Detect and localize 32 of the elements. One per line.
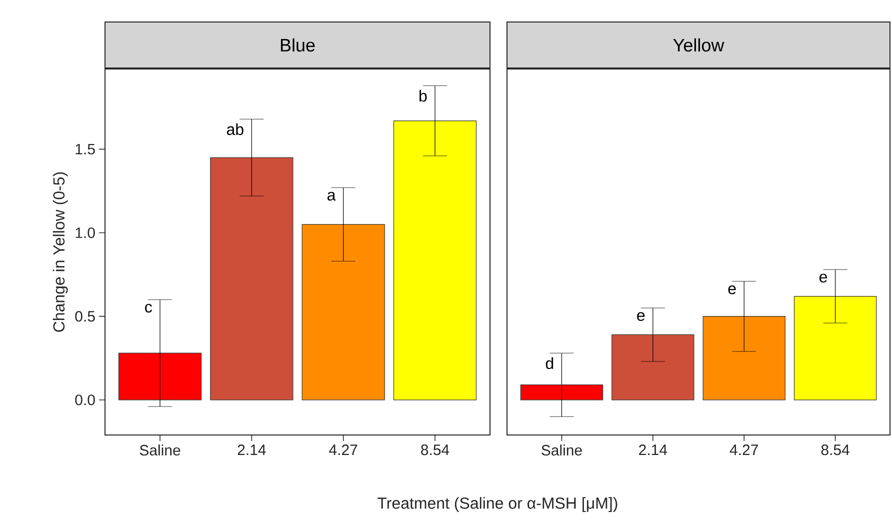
x-tick-label: 2.14 [238, 444, 266, 455]
annotation: e [819, 274, 827, 282]
y-axis-title: Change in Yellow (0-5) [52, 172, 68, 332]
annotation: e [637, 312, 645, 321]
y-tick-label: 1.5 [76, 144, 95, 154]
y-tick-label: 1.0 [76, 227, 95, 238]
bar [612, 334, 694, 400]
bar [302, 224, 385, 400]
x-tick-label: Saline [542, 444, 582, 456]
x-axis-title: Treatment (Saline or α-MSH [μM]) [378, 497, 618, 512]
bar [520, 384, 604, 400]
annotation: d [546, 357, 554, 370]
x-tick-label: 8.54 [821, 444, 850, 456]
y-tick-label: 0.5 [75, 311, 95, 322]
annotation: a [327, 192, 336, 201]
bar [210, 157, 294, 400]
x-tick-label: 4.27 [730, 444, 758, 455]
x-tick-label: 2.14 [639, 444, 668, 455]
bar [794, 296, 877, 400]
annotation: b [420, 90, 427, 102]
bar [118, 352, 202, 400]
annotation: e [728, 285, 736, 294]
x-tick-label: Saline [140, 444, 180, 456]
bar [393, 120, 477, 400]
chart-title: Blue [280, 38, 315, 52]
annotation: c [145, 304, 152, 313]
x-tick-label: 4.27 [329, 444, 358, 455]
bar [702, 316, 786, 400]
annotation: ab [226, 123, 244, 136]
x-tick-label: 8.54 [421, 444, 450, 456]
y-tick-label: 0.0 [75, 394, 95, 406]
chart-title: Yellow [673, 38, 724, 52]
